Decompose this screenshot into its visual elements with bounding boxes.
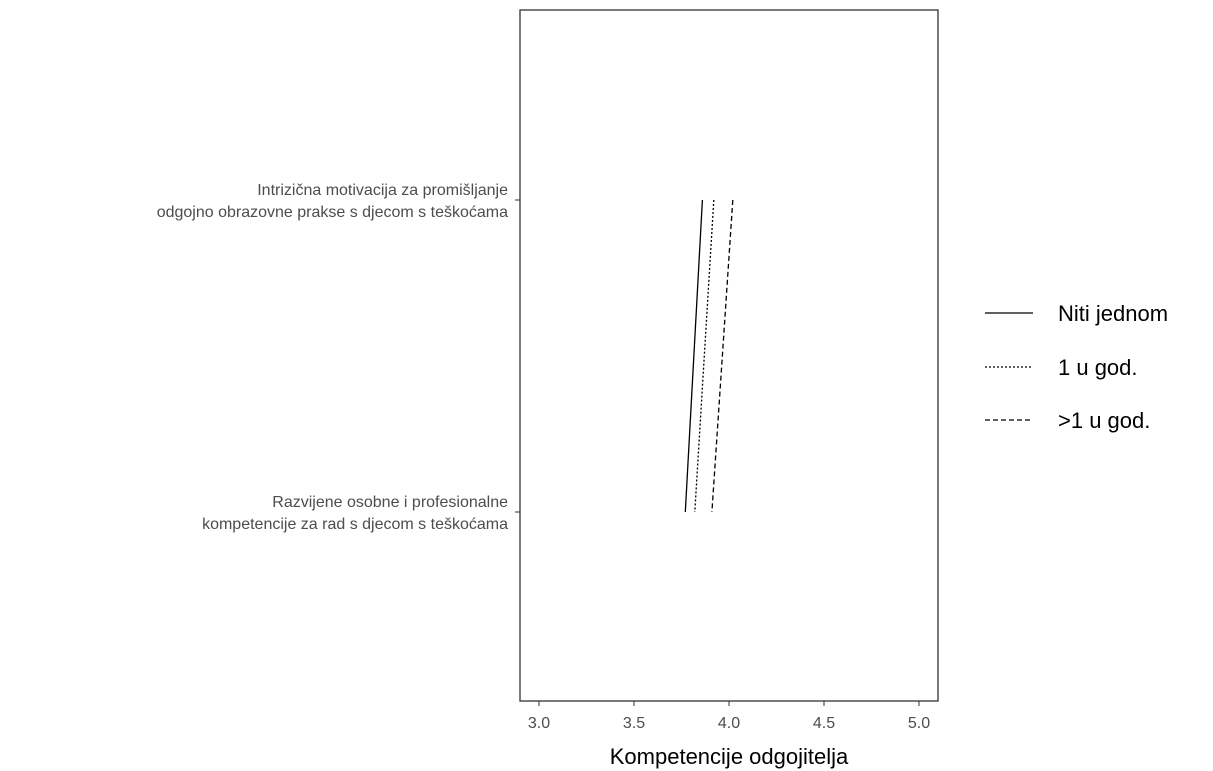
x-tick-label: 5.0 — [908, 715, 930, 732]
y-category-label: Razvijene osobne i profesionalne — [272, 494, 508, 511]
x-tick-label: 4.0 — [718, 715, 740, 732]
x-tick-label: 3.5 — [623, 715, 645, 732]
series-line-2 — [711, 199, 734, 513]
x-tick-label: 3.0 — [528, 715, 550, 732]
y-category-label: odgojno obrazovne prakse s djecom s tešk… — [157, 204, 508, 221]
series-line-0 — [684, 199, 704, 513]
legend-label: Niti jednom — [1058, 301, 1168, 326]
y-category-label: kompetencije za rad s djecom s teškoćama — [202, 516, 508, 533]
y-category-label: Intrizična motivacija za promišljanje — [257, 182, 508, 199]
legend-label: 1 u god. — [1058, 355, 1138, 380]
plot-panel — [519, 9, 939, 702]
series-line-1 — [694, 199, 715, 513]
x-axis-title: Kompetencije odgojitelja — [610, 744, 849, 769]
legend-label: >1 u god. — [1058, 408, 1150, 433]
x-tick-label: 4.5 — [813, 715, 835, 732]
